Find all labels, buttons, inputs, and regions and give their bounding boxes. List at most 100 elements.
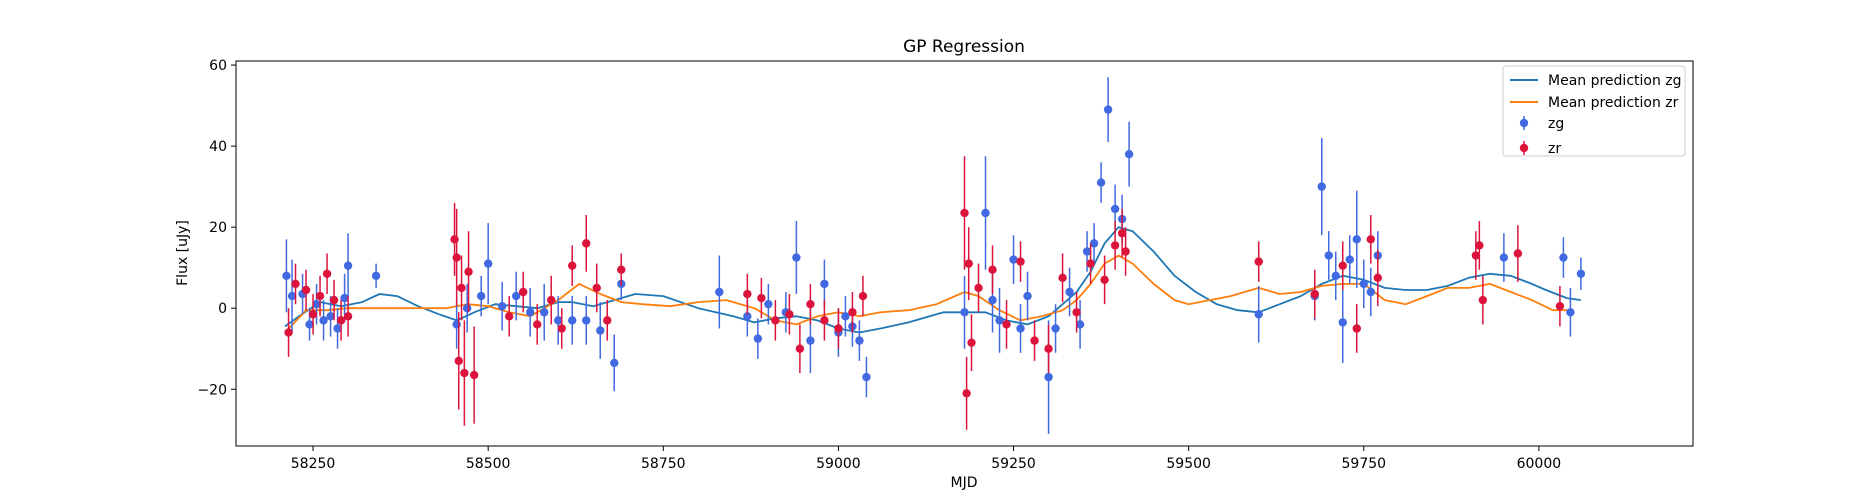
zg-point	[1044, 373, 1052, 381]
zr-point	[1367, 235, 1375, 243]
zg-point	[806, 336, 814, 344]
zr-point	[967, 338, 975, 346]
zr-point	[1311, 290, 1319, 298]
zr-point	[796, 345, 804, 353]
zg-point	[862, 373, 870, 381]
legend-label: Mean prediction zg	[1548, 73, 1682, 89]
zg-point	[820, 280, 828, 288]
zg-point	[1325, 251, 1333, 259]
zg-point	[463, 304, 471, 312]
zg-point	[981, 209, 989, 217]
zr-point	[859, 292, 867, 300]
zr-point	[593, 284, 601, 292]
zr-point	[1058, 274, 1066, 282]
zg-point	[1360, 280, 1368, 288]
zr-point	[1121, 247, 1129, 255]
x-axis-label: MJD	[951, 475, 978, 491]
zr-point	[1475, 241, 1483, 249]
y-axis-label: Flux [uJy]	[175, 220, 191, 286]
x-tick-label: 59250	[991, 456, 1036, 472]
zr-point	[965, 259, 973, 267]
chart-title: GP Regression	[903, 37, 1025, 57]
zg-point	[1051, 324, 1059, 332]
zg-point	[1353, 235, 1361, 243]
zg-point	[841, 312, 849, 320]
zr-point	[505, 312, 513, 320]
zg-point	[1097, 178, 1105, 186]
zg-point	[526, 308, 534, 316]
zg-point	[1500, 253, 1508, 261]
zg-point	[1318, 182, 1326, 190]
zg-point	[995, 316, 1003, 324]
zg-point	[484, 259, 492, 267]
zg-point	[1065, 288, 1073, 296]
zr-point	[547, 296, 555, 304]
zr-point	[820, 316, 828, 324]
zg-point	[282, 272, 290, 280]
y-tick-label: 40	[209, 139, 227, 155]
zr-point	[1002, 320, 1010, 328]
plot-area: 58250 58500 58750 59000 59250 59500 59750 60000…	[197, 58, 1693, 472]
zr-point	[988, 266, 996, 274]
zr-point	[1514, 249, 1522, 257]
zg-point	[610, 359, 618, 367]
zr-point	[464, 268, 472, 276]
zr-point	[316, 292, 324, 300]
zg-point	[988, 296, 996, 304]
legend-label: zg	[1548, 116, 1564, 132]
zr-point	[1374, 274, 1382, 282]
zr-point	[309, 310, 317, 318]
zg-point	[855, 336, 863, 344]
zg-point	[1577, 270, 1585, 278]
x-axis-ticks: 58250 58500 58750 59000 59250 59500 59750 60000	[291, 446, 1561, 472]
zr-point	[1339, 261, 1347, 269]
y-tick-label: 0	[218, 301, 227, 317]
zg-point	[596, 326, 604, 334]
zr-point	[1072, 308, 1080, 316]
zr-point	[1479, 296, 1487, 304]
zr-point	[302, 286, 310, 294]
x-tick-label: 58250	[291, 456, 336, 472]
zr-point	[848, 308, 856, 316]
zg-point	[1255, 310, 1263, 318]
zg-point	[582, 316, 590, 324]
zg-point	[764, 300, 772, 308]
zg-point	[568, 316, 576, 324]
zr-point	[603, 316, 611, 324]
zr-point	[455, 357, 463, 365]
y-axis-ticks: −20 0 20 40 60	[197, 58, 236, 398]
zg-point	[1125, 150, 1133, 158]
legend-swatch-point	[1520, 119, 1528, 127]
zr-point	[757, 294, 765, 302]
zg-point	[1016, 324, 1024, 332]
zg-point	[498, 302, 506, 310]
zr-point	[330, 296, 338, 304]
zg-point	[1339, 318, 1347, 326]
x-tick-label: 58500	[466, 456, 511, 472]
zr-point	[1111, 241, 1119, 249]
zr-point	[519, 288, 527, 296]
zg-point	[512, 292, 520, 300]
zr-point	[974, 284, 982, 292]
zg-point	[1111, 205, 1119, 213]
zr-point	[450, 235, 458, 243]
zr-point	[785, 310, 793, 318]
zg-point	[477, 292, 485, 300]
zr-point	[1556, 302, 1564, 310]
zr-point	[806, 300, 814, 308]
x-tick-label: 58750	[641, 456, 686, 472]
zg-point	[792, 253, 800, 261]
zg-point	[452, 320, 460, 328]
zr-point	[743, 290, 751, 298]
zr-point	[568, 261, 576, 269]
zg-point	[372, 272, 380, 280]
zr-point	[1100, 276, 1108, 284]
x-tick-label: 59000	[816, 456, 861, 472]
zr-point	[460, 369, 468, 377]
y-tick-label: 60	[209, 58, 227, 74]
zr-point	[457, 284, 465, 292]
legend: Mean prediction zg Mean prediction zr zg zr	[1503, 66, 1685, 157]
zr-point	[771, 316, 779, 324]
zr-point	[291, 280, 299, 288]
